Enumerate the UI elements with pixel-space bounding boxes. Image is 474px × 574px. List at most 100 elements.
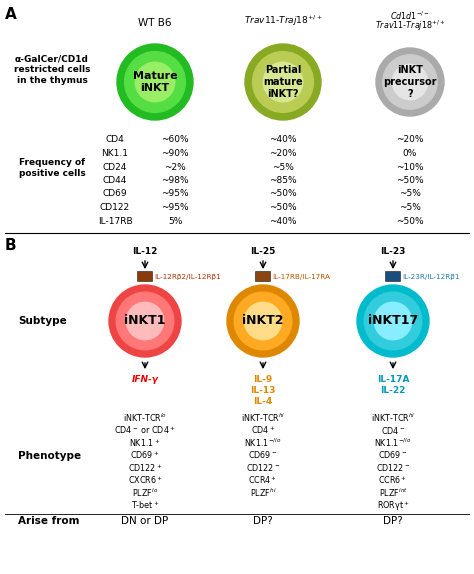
Text: ~50%: ~50% xyxy=(396,216,424,226)
Text: CD69$^-$: CD69$^-$ xyxy=(248,449,278,460)
Text: DN or DP: DN or DP xyxy=(121,516,169,526)
Text: ~98%: ~98% xyxy=(161,176,189,185)
Text: NK1.1: NK1.1 xyxy=(101,149,128,158)
Text: Subtype: Subtype xyxy=(18,316,67,326)
Text: IL-9: IL-9 xyxy=(254,375,273,384)
Text: iNKT-TCR$^{hi}$: iNKT-TCR$^{hi}$ xyxy=(371,412,415,424)
Circle shape xyxy=(227,285,299,357)
Circle shape xyxy=(125,52,185,113)
Circle shape xyxy=(109,285,181,357)
Text: IL-13: IL-13 xyxy=(250,386,276,395)
Text: CD69$^-$: CD69$^-$ xyxy=(378,449,408,460)
Text: $Trav11$-$Traj18^{+/+}$: $Trav11$-$Traj18^{+/+}$ xyxy=(375,19,445,33)
Text: α-GalCer/CD1d
restricted cells
in the thymus: α-GalCer/CD1d restricted cells in the th… xyxy=(14,55,90,85)
Text: IL-17RB: IL-17RB xyxy=(98,216,132,226)
Circle shape xyxy=(116,292,174,350)
Text: CD44: CD44 xyxy=(103,176,127,185)
Text: ~10%: ~10% xyxy=(396,162,424,172)
Text: NK1.1$^+$: NK1.1$^+$ xyxy=(129,437,161,449)
Text: ~85%: ~85% xyxy=(269,176,297,185)
Circle shape xyxy=(376,48,444,116)
Text: ~20%: ~20% xyxy=(269,149,297,158)
Circle shape xyxy=(392,64,428,100)
Text: iNKT1: iNKT1 xyxy=(124,315,166,328)
Text: ~5%: ~5% xyxy=(399,189,421,199)
Text: $Trav11$-$Traj18^{+/+}$: $Trav11$-$Traj18^{+/+}$ xyxy=(244,14,322,28)
Text: Arise from: Arise from xyxy=(18,516,80,526)
Text: CCR6$^+$: CCR6$^+$ xyxy=(378,475,408,486)
Text: IFN-γ: IFN-γ xyxy=(132,375,158,384)
Text: CD4: CD4 xyxy=(106,135,124,145)
Text: T-bet$^+$: T-bet$^+$ xyxy=(131,499,159,511)
Text: iNKT17: iNKT17 xyxy=(368,315,418,328)
Text: WT B6: WT B6 xyxy=(138,18,172,28)
Circle shape xyxy=(253,52,313,113)
FancyBboxPatch shape xyxy=(385,272,401,281)
Text: 0%: 0% xyxy=(403,149,417,158)
Text: iNKT
precursor
?: iNKT precursor ? xyxy=(383,65,437,99)
Text: IL-17RB/IL-17RA: IL-17RB/IL-17RA xyxy=(272,273,330,280)
Circle shape xyxy=(263,62,303,102)
Text: IL-12: IL-12 xyxy=(132,247,158,256)
Text: IL-4: IL-4 xyxy=(254,397,273,406)
Text: Partial
mature
iNKT?: Partial mature iNKT? xyxy=(263,65,303,99)
Circle shape xyxy=(244,302,282,340)
Text: CD24: CD24 xyxy=(103,162,127,172)
Text: CD69: CD69 xyxy=(103,189,128,199)
Text: IL-23: IL-23 xyxy=(380,247,406,256)
Text: iNKT-TCR$^{hi}$: iNKT-TCR$^{hi}$ xyxy=(241,412,285,424)
Text: ~5%: ~5% xyxy=(272,162,294,172)
Text: ~95%: ~95% xyxy=(161,203,189,212)
Circle shape xyxy=(374,302,412,340)
Text: RORγt$^+$: RORγt$^+$ xyxy=(377,499,410,513)
Text: Mature
iNKT: Mature iNKT xyxy=(133,71,177,93)
Text: CD4$^-$: CD4$^-$ xyxy=(381,425,405,436)
Text: IL-23R/IL-12Rβ1: IL-23R/IL-12Rβ1 xyxy=(402,273,459,280)
Text: $Cd1d1^{-/-}$: $Cd1d1^{-/-}$ xyxy=(390,10,430,22)
Text: Phenotype: Phenotype xyxy=(18,451,81,461)
Text: DP?: DP? xyxy=(253,516,273,526)
FancyBboxPatch shape xyxy=(137,272,153,281)
FancyBboxPatch shape xyxy=(255,272,271,281)
Circle shape xyxy=(126,302,164,340)
Text: PLZF$^{lo}$: PLZF$^{lo}$ xyxy=(132,487,158,499)
Text: CD4$^-$ or CD4$^+$: CD4$^-$ or CD4$^+$ xyxy=(114,425,176,436)
Text: ~40%: ~40% xyxy=(269,216,297,226)
Text: DP?: DP? xyxy=(383,516,403,526)
Circle shape xyxy=(364,292,422,350)
Text: CCR4$^+$: CCR4$^+$ xyxy=(248,475,278,486)
Text: IL-25: IL-25 xyxy=(250,247,276,256)
Circle shape xyxy=(135,62,175,102)
Text: 5%: 5% xyxy=(168,216,182,226)
Circle shape xyxy=(245,44,321,120)
Text: ~50%: ~50% xyxy=(396,176,424,185)
Text: ~50%: ~50% xyxy=(269,203,297,212)
Text: iNKT-TCR$^{lo}$: iNKT-TCR$^{lo}$ xyxy=(123,412,167,424)
Text: IL-12Rβ2/IL-12Rβ1: IL-12Rβ2/IL-12Rβ1 xyxy=(154,273,221,280)
Text: ~95%: ~95% xyxy=(161,189,189,199)
Text: ~2%: ~2% xyxy=(164,162,186,172)
Text: NK1.1$^{-/lo}$: NK1.1$^{-/lo}$ xyxy=(374,437,412,449)
Text: ~20%: ~20% xyxy=(396,135,424,145)
Text: ~5%: ~5% xyxy=(399,203,421,212)
Circle shape xyxy=(234,292,292,350)
Text: CD4$^+$: CD4$^+$ xyxy=(251,425,275,436)
Circle shape xyxy=(357,285,429,357)
Text: CD122$^+$: CD122$^+$ xyxy=(128,462,162,474)
Text: A: A xyxy=(5,7,17,22)
Circle shape xyxy=(383,55,437,109)
Text: ~60%: ~60% xyxy=(161,135,189,145)
Text: CD122$^-$: CD122$^-$ xyxy=(376,462,410,473)
Text: PLZF$^{int}$: PLZF$^{int}$ xyxy=(379,487,408,499)
Text: CXCR6$^+$: CXCR6$^+$ xyxy=(128,475,162,486)
Text: NK1.1$^{-/lo}$: NK1.1$^{-/lo}$ xyxy=(244,437,282,449)
Text: CD122$^-$: CD122$^-$ xyxy=(246,462,280,473)
Text: ~90%: ~90% xyxy=(161,149,189,158)
Text: IL-17A: IL-17A xyxy=(377,375,409,384)
Text: CD69$^+$: CD69$^+$ xyxy=(130,449,160,461)
Text: PLZF$^{hi}$: PLZF$^{hi}$ xyxy=(250,487,276,499)
Text: ~40%: ~40% xyxy=(269,135,297,145)
Text: CD122: CD122 xyxy=(100,203,130,212)
Text: IL-22: IL-22 xyxy=(380,386,406,395)
Text: B: B xyxy=(5,238,17,253)
